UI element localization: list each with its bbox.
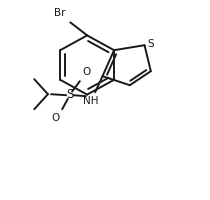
Text: O: O xyxy=(83,67,91,77)
Text: S: S xyxy=(66,88,74,101)
Text: S: S xyxy=(147,39,154,49)
Text: NH: NH xyxy=(83,96,99,106)
Text: Br: Br xyxy=(54,8,65,18)
Text: O: O xyxy=(51,113,59,123)
